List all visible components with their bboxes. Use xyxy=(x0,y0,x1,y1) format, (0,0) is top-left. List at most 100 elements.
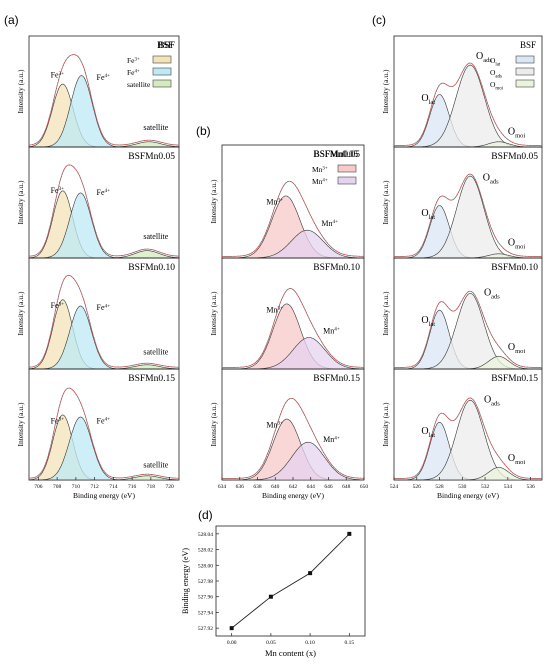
panel-b-xlabel: Binding energy (eV) xyxy=(262,491,324,500)
panel-b-xtick-label-5: 644 xyxy=(307,484,316,490)
panel-a-measured-data-3 xyxy=(29,387,179,479)
panel-a-peak-label-0-2: satellite xyxy=(143,123,168,132)
panel-d-point-2 xyxy=(308,571,313,576)
panel-c-legend-label-0: Olat xyxy=(490,56,501,67)
panel-c-ylabel-0: Intensity (a.u.) xyxy=(381,69,390,113)
panel-d-ytick-label-1: 527.94 xyxy=(198,610,213,616)
panel-b-peak-label-2-1: Mn4+ xyxy=(323,435,340,444)
panel-a-peak-label-0-0: Fe3+ xyxy=(51,71,65,80)
panel-b-ylabel-2: Intensity (a.u.) xyxy=(209,402,218,446)
panel-a-xtick-label-4: 714 xyxy=(109,484,118,490)
panel-a-sample-3: BSFMn0.15 xyxy=(128,374,175,384)
panel-b-peak-label-0-0: Mn3+ xyxy=(266,198,283,207)
panel-b-xtick-label-3: 640 xyxy=(271,484,280,490)
panel-d-ytick-label-6: 528.04 xyxy=(198,532,213,538)
panel-b-legend-title: BSFMn0.05 xyxy=(314,149,359,159)
panel-d-xtick-label-0: 0.00 xyxy=(227,640,237,646)
panel-c-peak-label-2-0: Olat xyxy=(421,315,435,328)
panel-a-peak-label-1-2: satellite xyxy=(143,232,168,241)
panel-c-peak-label-1-0: Olat xyxy=(421,208,435,221)
panel-c-peak-label-3-1: Oads xyxy=(484,394,500,407)
panel-a-peak-label-1-0: Fe3+ xyxy=(51,186,65,195)
panel-c-xtick-label-3: 530 xyxy=(458,484,467,490)
panel-a-sample-1: BSFMn0.05 xyxy=(128,152,175,162)
panel-a-peak-label-0-1: Fe4+ xyxy=(97,73,111,82)
panel-a-xtick-label-7: 720 xyxy=(166,484,175,490)
panel-a-legend-label-1: Fe4+ xyxy=(127,68,140,77)
panel-c-peak-label-0-0: Olat xyxy=(421,93,435,106)
panel-a-xtick-label-2: 710 xyxy=(72,484,81,490)
panel-c-xtick-label-2: 528 xyxy=(435,484,444,490)
panel-b-xtick-label-2: 638 xyxy=(253,484,262,490)
panel-a-ylabel-2: Intensity (a.u.) xyxy=(16,291,25,335)
panel-a-xlabel: Binding energy (eV) xyxy=(73,491,135,500)
panel-c-peak-label-2-2: Omoi xyxy=(508,342,526,355)
panel-b-peak-label-2-0: Mn3+ xyxy=(266,421,283,430)
panel-a-measured-data-1 xyxy=(29,164,180,257)
panel-b-peak-label-1-1: Mn4+ xyxy=(323,326,340,335)
panel-c-peak-label-2-1: Oads xyxy=(484,288,500,301)
panel-a-xtick-label-0: 706 xyxy=(34,484,43,490)
panel-b-sample-2: BSFMn0.15 xyxy=(313,374,360,384)
panel-d-xtick-label-1: 0.05 xyxy=(266,640,276,646)
panel-c-legend-label-2: Omoi xyxy=(490,80,504,91)
panel-c-peak-3-1 xyxy=(394,399,542,481)
panel-c-xtick-label-0: 524 xyxy=(390,484,399,490)
panel-d-ytick-label-4: 528.00 xyxy=(198,563,213,569)
panel-d-frame xyxy=(215,525,366,637)
panel-c-measured-data-1 xyxy=(394,173,542,257)
panel-d-point-0 xyxy=(229,626,234,631)
panel-d-ytick-label-2: 527.96 xyxy=(198,595,213,601)
panel-b-xtick-label-8: 650 xyxy=(360,484,369,490)
panel-a-peak-label-2-1: Fe4+ xyxy=(97,303,111,312)
panel-c-fit-envelope-0 xyxy=(394,62,542,146)
panel-b-legend-label-0: Mn3+ xyxy=(312,165,328,174)
panel-c-peak-label-3-0: Olat xyxy=(421,426,435,439)
panel-c-peak-3-2 xyxy=(394,467,542,481)
panel-a-ylabel-3: Intensity (a.u.) xyxy=(16,402,25,446)
panel-b-xtick-label-7: 648 xyxy=(342,484,351,490)
panel-c-ylabel-3: Intensity (a.u.) xyxy=(381,402,390,446)
panel-c-peak-label-0-2: Omoi xyxy=(508,126,526,139)
panel-b-legend-label-1: Mn4+ xyxy=(312,177,328,186)
panel-b-peak-2-1 xyxy=(222,441,365,481)
panel-a-peak-label-2-2: satellite xyxy=(143,347,168,356)
panel-b-legend-swatch-0 xyxy=(337,164,357,173)
panel-a-ylabel-0: Intensity (a.u.) xyxy=(16,69,25,113)
panel-d-xtick-label-2: 0.10 xyxy=(305,640,315,646)
panel-label-b: (b) xyxy=(196,124,211,138)
panel-label-c: (c) xyxy=(372,13,386,27)
panel-b-xtick-label-1: 636 xyxy=(236,484,245,490)
panel-b-sample-1: BSFMn0.10 xyxy=(313,263,360,273)
panel-a-legend-swatch-0 xyxy=(152,55,172,64)
panel-a-peak-1-0 xyxy=(28,190,179,259)
panel-d-xtick-label-3: 0.15 xyxy=(345,640,355,646)
panel-b-xtick-label-0: 634 xyxy=(218,484,227,490)
panel-c-xlabel: Binding energy (eV) xyxy=(437,491,499,500)
panel-b-measured-data-1 xyxy=(222,288,364,368)
panel-a-sample-0: BSF xyxy=(158,41,175,51)
panel-a-xtick-label-6: 718 xyxy=(147,484,156,490)
panel-c-measured-data-3 xyxy=(394,397,542,479)
panel-d-point-1 xyxy=(268,594,273,599)
panel-label-a: (a) xyxy=(4,13,19,27)
panel-a-peak-label-3-0: Fe3+ xyxy=(51,416,65,425)
panel-d-xlabel: Mn content (x) xyxy=(265,648,316,658)
panel-a-xtick-label-1: 708 xyxy=(53,484,62,490)
panel-a-legend-label-0: Fe3+ xyxy=(127,56,140,65)
panel-c-sample-2: BSFMn0.10 xyxy=(491,263,538,273)
panel-a-legend-swatch-2 xyxy=(152,79,172,88)
panel-a-peak-3-2 xyxy=(29,475,180,481)
panel-c-peak-label-1-1: Oads xyxy=(483,172,499,185)
panel-a-measured-data-0 xyxy=(28,54,180,146)
panel-c-legend-swatch-0 xyxy=(515,55,535,64)
panel-a-xtick-label-3: 712 xyxy=(91,484,100,490)
panel-b-ylabel-1: Intensity (a.u.) xyxy=(209,291,218,335)
panel-c-peak-label-3-2: Omoi xyxy=(508,453,526,466)
panel-c-xtick-label-6: 536 xyxy=(526,484,535,490)
panel-c-sample-3: BSFMn0.15 xyxy=(491,374,538,384)
panel-d-ylabel: Binding energy (eV) xyxy=(181,548,190,614)
panel-b-measured-data-2 xyxy=(222,397,364,479)
panel-c-peak-label-0-1: Oads xyxy=(476,51,492,64)
